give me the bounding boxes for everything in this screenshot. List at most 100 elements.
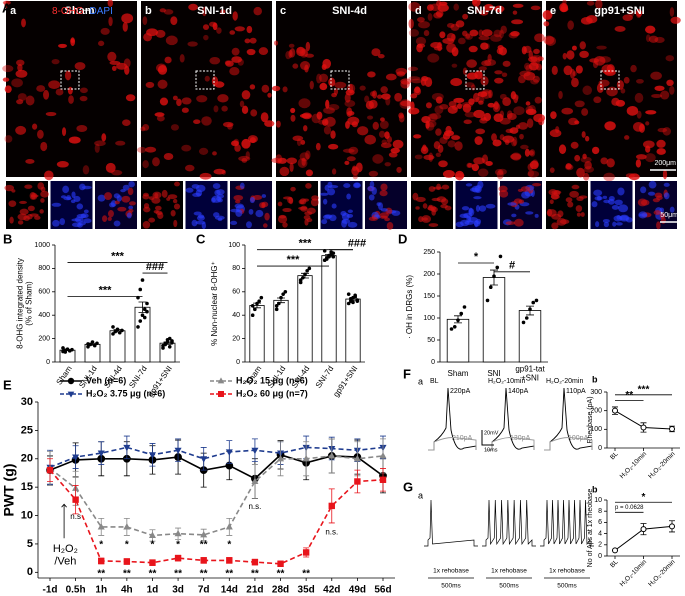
cell-blob xyxy=(255,209,264,218)
cell-blob xyxy=(560,6,569,12)
cell-blob xyxy=(524,148,530,157)
data-point xyxy=(325,257,329,261)
cell-blob xyxy=(578,195,588,199)
cell-blob xyxy=(651,93,663,99)
cell-blob xyxy=(109,202,116,208)
data-point xyxy=(86,342,90,346)
data-point xyxy=(331,254,336,259)
cell-blob xyxy=(311,195,319,201)
y-tick-label: 100 xyxy=(423,315,435,322)
legend-label: Veh (n=6) xyxy=(86,375,126,385)
cell-blob xyxy=(665,55,675,62)
data-point xyxy=(351,300,355,305)
cell-blob xyxy=(523,62,531,70)
cell-blob xyxy=(531,159,539,168)
trace-label: 500ms xyxy=(441,583,461,590)
cell-blob xyxy=(429,3,441,11)
cell-blob xyxy=(296,46,306,57)
x-tick-label: H₂O₂-10min xyxy=(619,450,649,480)
cell-blob xyxy=(173,219,178,228)
cell-blob xyxy=(343,183,351,188)
cell-blob xyxy=(163,153,174,160)
annotation: * xyxy=(151,540,155,551)
series-line xyxy=(49,453,384,480)
cell-blob xyxy=(73,195,81,203)
cell-blob xyxy=(199,172,212,180)
legend-marker xyxy=(218,391,224,397)
cell-blob xyxy=(437,144,444,154)
cell-blob xyxy=(557,210,564,218)
cell-blob xyxy=(520,144,529,150)
cell-blob xyxy=(598,79,610,87)
data-point xyxy=(301,275,305,280)
annotation: ** xyxy=(225,569,233,580)
cell-blob xyxy=(64,70,72,81)
cell-blob xyxy=(298,206,308,210)
cell-blob xyxy=(659,212,666,219)
cell-blob xyxy=(501,72,508,78)
cell-blob xyxy=(645,110,657,115)
cell-blob xyxy=(616,80,624,90)
cell-blob xyxy=(9,216,14,224)
cell-blob xyxy=(311,113,321,124)
x-tick-label: BL xyxy=(609,450,620,461)
cell-blob xyxy=(670,16,681,24)
data-point xyxy=(303,272,307,277)
data-point xyxy=(498,254,503,259)
cell-blob xyxy=(442,170,455,178)
cell-blob xyxy=(626,105,639,116)
cell-blob xyxy=(229,67,240,76)
cell-blob xyxy=(108,16,113,27)
annotation: ** xyxy=(200,569,208,580)
cell-blob xyxy=(556,218,567,226)
annotation: ** xyxy=(625,390,633,401)
y-tick-label: 2 xyxy=(598,542,602,549)
cell-blob xyxy=(551,65,558,76)
cell-blob xyxy=(305,41,311,52)
data-point xyxy=(255,301,259,306)
cell-blob xyxy=(4,135,13,143)
cell-blob xyxy=(191,184,200,189)
cell-blob xyxy=(235,209,243,217)
cell-blob xyxy=(231,140,239,147)
cell-blob xyxy=(645,145,651,153)
cell-blob xyxy=(201,6,207,17)
cell-blob xyxy=(102,215,108,223)
cell-blob xyxy=(576,167,585,178)
cell-blob xyxy=(44,170,54,181)
cell-blob xyxy=(299,48,309,58)
cell-blob xyxy=(217,198,223,203)
cell-blob xyxy=(398,112,404,119)
data-point xyxy=(459,311,464,316)
cell-blob xyxy=(439,104,449,110)
cell-blob xyxy=(303,215,311,220)
cell-blob xyxy=(359,85,366,91)
cell-blob xyxy=(427,13,433,21)
annotation: H₂O₂/Veh xyxy=(53,543,78,567)
x-tick-label: gp91-tat +SNI xyxy=(515,365,545,383)
cell-blob xyxy=(502,135,515,143)
cell-blob xyxy=(617,187,625,196)
y-tick-label: 20 xyxy=(21,453,33,465)
cell-blob xyxy=(196,95,208,103)
cell-blob xyxy=(231,56,243,63)
y-axis-label: No of Aps at 1x rheobase xyxy=(587,489,594,568)
cell-blob xyxy=(253,6,262,16)
cell-blob xyxy=(346,156,356,162)
x-tick-label: 49d xyxy=(349,585,366,596)
cell-blob xyxy=(510,153,522,160)
cell-blob xyxy=(289,162,294,173)
trace-label: H₂O₂-20min xyxy=(546,378,583,385)
cell-blob xyxy=(17,63,23,72)
cell-blob xyxy=(525,101,531,106)
cell-blob xyxy=(579,50,589,59)
cell-blob xyxy=(21,18,26,28)
cell-blob xyxy=(368,170,379,177)
cell-blob xyxy=(494,70,503,75)
cell-blob xyxy=(51,202,62,207)
cell-blob xyxy=(558,90,563,100)
cell-blob xyxy=(660,90,670,100)
trace xyxy=(428,387,477,451)
cell-blob xyxy=(142,220,151,229)
cell-blob xyxy=(563,65,573,76)
